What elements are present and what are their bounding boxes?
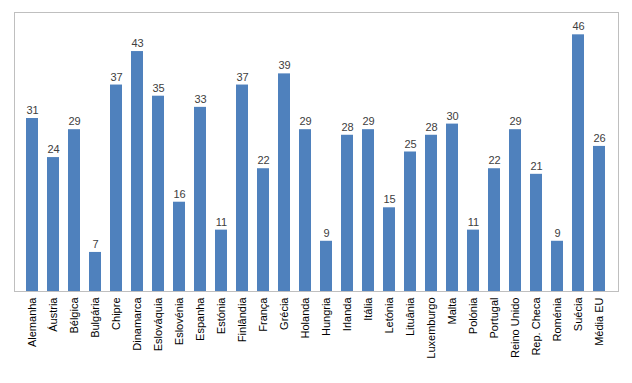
svg-text:11: 11 xyxy=(216,216,227,228)
svg-text:Estónia: Estónia xyxy=(215,297,227,335)
svg-text:29: 29 xyxy=(509,115,521,127)
svg-text:21: 21 xyxy=(530,160,542,172)
svg-text:Grécia: Grécia xyxy=(278,297,290,330)
svg-text:11: 11 xyxy=(468,216,479,228)
svg-text:Dinamarca: Dinamarca xyxy=(131,297,143,351)
svg-text:Média EU: Média EU xyxy=(593,297,605,345)
svg-text:Hungria: Hungria xyxy=(320,297,332,336)
svg-text:25: 25 xyxy=(404,138,416,150)
svg-text:35: 35 xyxy=(152,82,164,94)
svg-text:37: 37 xyxy=(236,71,248,83)
svg-text:Rep. Checa: Rep. Checa xyxy=(530,297,542,356)
svg-text:Reino Unido: Reino Unido xyxy=(509,298,521,359)
svg-text:Alemanha: Alemanha xyxy=(26,297,38,347)
svg-text:29: 29 xyxy=(362,115,374,127)
svg-text:Bulgária: Bulgária xyxy=(89,297,101,338)
svg-text:22: 22 xyxy=(488,154,500,166)
svg-text:22: 22 xyxy=(257,154,269,166)
svg-text:Itália: Itália xyxy=(362,297,374,321)
svg-text:Espanha: Espanha xyxy=(194,297,206,341)
svg-text:43: 43 xyxy=(131,37,143,49)
svg-text:24: 24 xyxy=(47,143,59,155)
svg-text:Eslováquia: Eslováquia xyxy=(152,297,164,352)
svg-text:Portugal: Portugal xyxy=(488,298,500,339)
svg-text:Roménia: Roménia xyxy=(551,297,563,342)
svg-text:Eslovénia: Eslovénia xyxy=(173,297,185,346)
svg-text:Suécia: Suécia xyxy=(572,297,584,332)
svg-text:Irlanda: Irlanda xyxy=(341,297,353,332)
svg-text:Bélgica: Bélgica xyxy=(68,297,80,334)
svg-text:37: 37 xyxy=(110,71,122,83)
svg-text:29: 29 xyxy=(299,115,311,127)
svg-text:29: 29 xyxy=(68,115,80,127)
svg-text:26: 26 xyxy=(593,132,605,144)
svg-text:Áustria: Áustria xyxy=(47,297,59,332)
svg-text:39: 39 xyxy=(278,59,290,71)
svg-text:28: 28 xyxy=(425,121,437,133)
svg-text:33: 33 xyxy=(194,93,206,105)
svg-text:França: França xyxy=(257,297,269,332)
svg-text:Polónia: Polónia xyxy=(467,297,479,335)
svg-text:Luxemburgo: Luxemburgo xyxy=(425,298,437,359)
svg-text:Holanda: Holanda xyxy=(299,297,311,339)
svg-text:7: 7 xyxy=(92,238,98,250)
svg-text:9: 9 xyxy=(323,227,329,239)
svg-text:Malta: Malta xyxy=(446,297,458,325)
svg-text:30: 30 xyxy=(446,110,458,122)
svg-text:Lituânia: Lituânia xyxy=(404,297,416,336)
svg-text:28: 28 xyxy=(341,121,353,133)
svg-text:46: 46 xyxy=(572,20,584,32)
svg-text:31: 31 xyxy=(26,104,38,116)
svg-text:15: 15 xyxy=(383,193,395,205)
svg-text:16: 16 xyxy=(173,188,185,200)
svg-text:9: 9 xyxy=(554,227,560,239)
svg-text:Letónia: Letónia xyxy=(383,297,395,334)
svg-text:Finlândia: Finlândia xyxy=(236,297,248,343)
svg-text:Chipre: Chipre xyxy=(110,298,122,330)
